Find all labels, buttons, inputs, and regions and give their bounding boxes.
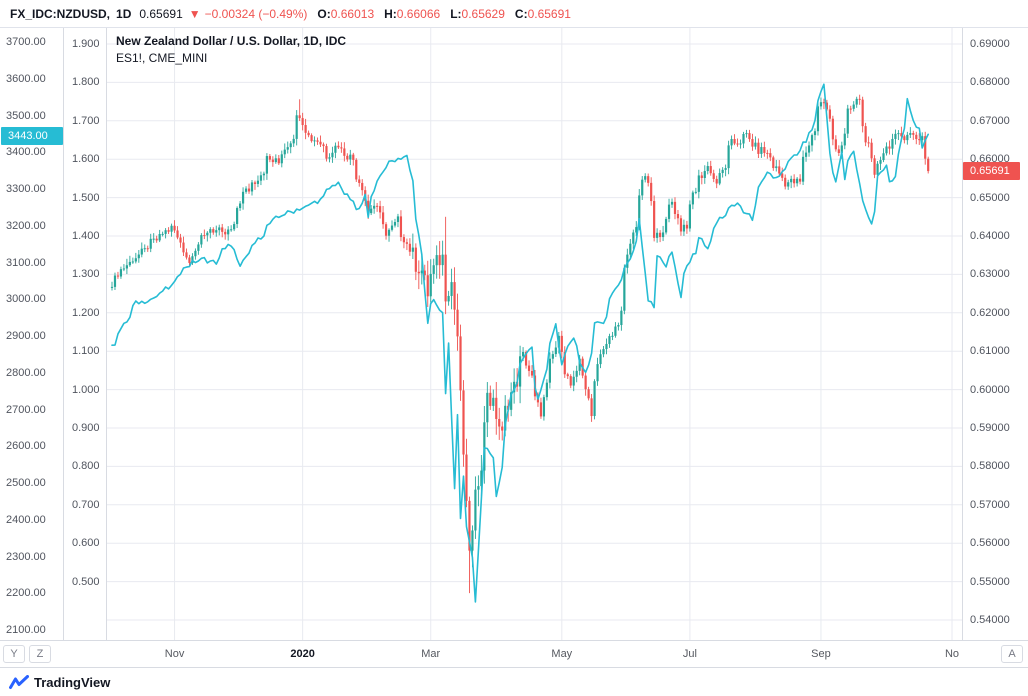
- price-tick-secondary: 1.200: [72, 306, 100, 319]
- open-value: O: 0.66013: [317, 6, 375, 21]
- price-tick-secondary: 1.900: [72, 38, 100, 50]
- price-tick-main: 0.67000: [970, 114, 1010, 127]
- price-tick-secondary: 0.800: [72, 460, 100, 473]
- symbol-name[interactable]: FX_IDC:NZDUSD,: [10, 6, 111, 21]
- price-tick-main: 0.62000: [970, 306, 1010, 319]
- price-scale-secondary[interactable]: 1.900 1.800 1.700 1.600 1.500 1.400 1.300 1.200…: [64, 28, 107, 640]
- price-tick-main: 0.55000: [970, 575, 1010, 588]
- price-tick-es: 2700.00: [6, 403, 46, 416]
- price-tick-main: 0.54000: [970, 614, 1010, 626]
- tradingview-logo[interactable]: TradingView: [9, 674, 111, 690]
- price-tick-es: 2300.00: [6, 550, 46, 563]
- price-tick-secondary: 1.000: [72, 383, 100, 396]
- price-tick-main: 0.63000: [970, 268, 1010, 281]
- price-tick-es: 2200.00: [6, 587, 46, 600]
- price-tick-main: 0.57000: [970, 498, 1010, 511]
- price-tick-secondary: 1.300: [72, 268, 100, 281]
- price-tick-secondary: 0.600: [72, 537, 100, 550]
- chart-region: 3443.00 3700.00 3600.00 3500.00 3400.00 3300…: [0, 28, 1028, 640]
- z-scale-button[interactable]: Z: [29, 645, 51, 663]
- chart-canvas[interactable]: [107, 28, 962, 640]
- price-tick-secondary: 0.700: [72, 498, 100, 511]
- price-change: ▼ −0.00324 (−0.49%): [189, 7, 308, 21]
- price-scale-es[interactable]: 3443.00 3700.00 3600.00 3500.00 3400.00 3300…: [0, 28, 64, 640]
- price-tick-es: 2900.00: [6, 330, 46, 342]
- price-tick-es: 3700.00: [6, 36, 46, 48]
- price-tick-main: 0.64000: [970, 230, 1010, 242]
- price-tick-es: 3600.00: [6, 72, 46, 85]
- price-tick-es: 2800.00: [6, 366, 46, 379]
- high-value: H: 0.66066: [384, 6, 441, 21]
- price-tick-main: 0.69000: [970, 38, 1010, 50]
- brand-text: TradingView: [34, 674, 111, 690]
- close-value: C: 0.65691: [514, 6, 571, 21]
- price-tick-es: 2500.00: [6, 477, 46, 489]
- time-tick: 2020: [290, 648, 315, 660]
- price-tick-main: 0.60000: [970, 383, 1010, 396]
- low-value: L: 0.65629: [450, 6, 505, 21]
- time-tick: May: [551, 648, 573, 660]
- price-tick-secondary: 1.600: [72, 153, 100, 166]
- current-price-label: 0.65691: [963, 162, 1020, 181]
- y-scale-button[interactable]: Y: [3, 645, 25, 663]
- auto-scale-button[interactable]: A: [1001, 645, 1023, 663]
- footer-bar: TradingView: [0, 667, 1028, 696]
- price-tick-secondary: 1.400: [72, 230, 100, 242]
- symbol-info-bar: FX_IDC:NZDUSD, 1D 0.65691 ▼ −0.00324 (−0…: [0, 0, 1028, 28]
- time-tick: Sep: [811, 648, 831, 660]
- price-tick-es: 2400.00: [6, 513, 46, 526]
- time-tick: Jul: [682, 648, 697, 660]
- price-tick-es: 3500.00: [6, 109, 46, 122]
- price-tick-es: 2600.00: [6, 440, 46, 453]
- price-tick-main: 0.68000: [970, 76, 1010, 89]
- price-tick-main: 0.61000: [970, 345, 1010, 358]
- price-scale-main[interactable]: 0.65691 0.69000 0.68000 0.67000 0.66000 0.65…: [962, 28, 1028, 640]
- price-tick-secondary: 1.800: [72, 76, 100, 89]
- es-current-price-label: 3443.00: [1, 127, 63, 146]
- price-tick-es: 3300.00: [6, 183, 46, 195]
- ohlc-values: O: 0.66013 H: 0.66066 L: 0.65629 C: 0.65691: [317, 7, 571, 21]
- price-tick-secondary: 0.500: [72, 575, 100, 588]
- down-arrow-icon: ▼: [188, 6, 201, 21]
- chart-pane[interactable]: New Zealand Dollar / U.S. Dollar, 1D, ID…: [107, 28, 962, 640]
- price-tick-main: 0.58000: [970, 460, 1010, 473]
- price-tick-es: 3200.00: [6, 219, 46, 232]
- price-tick-main: 0.65000: [970, 191, 1010, 204]
- time-tick: Mar: [421, 648, 441, 660]
- price-tick-es: 3100.00: [6, 256, 46, 269]
- price-tick-es: 3400.00: [6, 146, 46, 159]
- price-tick-main: 0.56000: [970, 537, 1010, 550]
- price-tick-secondary: 0.900: [72, 422, 100, 434]
- last-price: 0.65691: [139, 6, 183, 21]
- time-tick: No: [944, 648, 960, 660]
- price-tick-secondary: 1.500: [72, 191, 100, 204]
- change-value: −0.00324 (−0.49%): [204, 6, 308, 21]
- price-tick-es: 2100.00: [6, 624, 46, 636]
- price-tick-main: 0.59000: [970, 422, 1010, 434]
- interval-label[interactable]: 1D: [116, 6, 132, 21]
- price-tick-es: 3000.00: [6, 293, 46, 306]
- time-tick: Nov: [164, 648, 185, 660]
- price-tick-secondary: 1.100: [72, 345, 100, 358]
- time-axis[interactable]: Y Z Nov 2020 Mar May Jul Sep No A: [0, 640, 1028, 667]
- tradingview-logo-icon: [9, 674, 29, 689]
- price-tick-secondary: 1.700: [72, 114, 100, 127]
